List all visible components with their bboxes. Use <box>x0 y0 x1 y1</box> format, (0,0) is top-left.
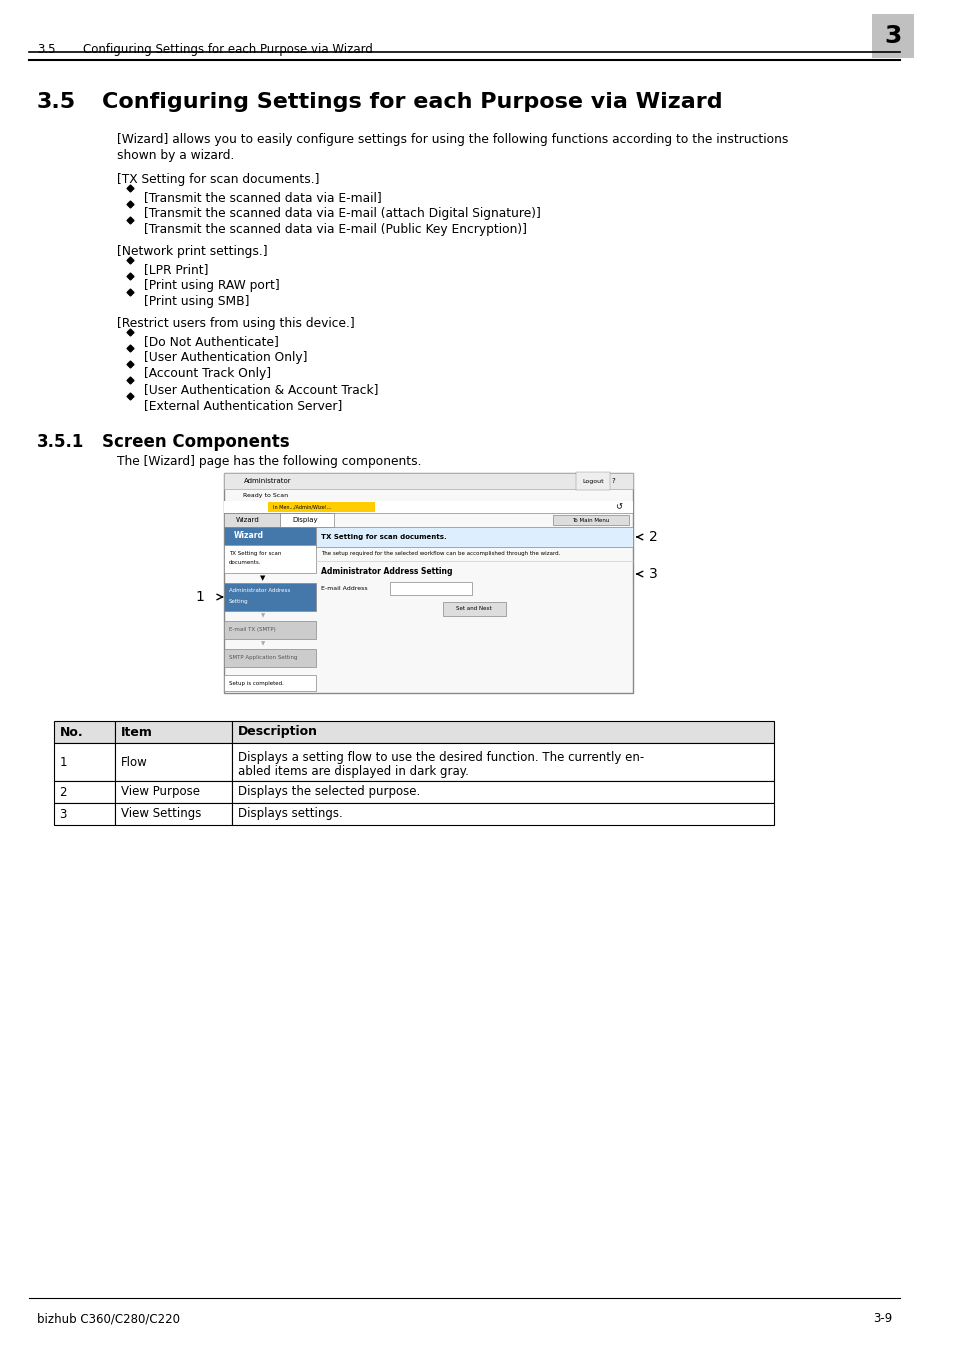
Text: Ready to Scan: Ready to Scan <box>243 493 288 498</box>
Bar <box>224 649 316 667</box>
Text: TX Setting for scan: TX Setting for scan <box>229 551 281 555</box>
Text: ?: ? <box>611 478 615 485</box>
Text: [Print using RAW port]: [Print using RAW port] <box>144 279 279 292</box>
Bar <box>224 472 632 693</box>
Text: The [Wizard] page has the following components.: The [Wizard] page has the following comp… <box>116 455 421 468</box>
Text: ▼: ▼ <box>260 641 265 647</box>
Text: 1: 1 <box>59 756 67 768</box>
Text: [Account Track Only]: [Account Track Only] <box>144 367 271 379</box>
Bar <box>114 721 232 743</box>
Bar <box>114 803 232 825</box>
Text: [Wizard] allows you to easily configure settings for using the following functio: [Wizard] allows you to easily configure … <box>116 134 787 146</box>
Text: documents.: documents. <box>229 560 261 566</box>
Text: Description: Description <box>237 725 317 738</box>
Text: 3.5: 3.5 <box>37 92 76 112</box>
Bar <box>53 782 114 803</box>
Bar <box>232 743 773 782</box>
Text: abled items are displayed in dark gray.: abled items are displayed in dark gray. <box>237 765 468 778</box>
Text: [Transmit the scanned data via E-mail (attach Digital Signature)]: [Transmit the scanned data via E-mail (a… <box>144 207 540 220</box>
Text: [TX Setting for scan documents.]: [TX Setting for scan documents.] <box>116 173 319 186</box>
Text: 3: 3 <box>883 24 901 49</box>
Text: The setup required for the selected workflow can be accomplished through the wiz: The setup required for the selected work… <box>321 552 560 556</box>
Text: 3-9: 3-9 <box>872 1312 891 1324</box>
Text: Displays the selected purpose.: Displays the selected purpose. <box>237 786 419 798</box>
Bar <box>224 583 316 612</box>
Text: ▼: ▼ <box>260 613 265 618</box>
Text: [Transmit the scanned data via E-mail (Public Key Encryption)]: [Transmit the scanned data via E-mail (P… <box>144 223 527 236</box>
Text: [Restrict users from using this device.]: [Restrict users from using this device.] <box>116 317 355 329</box>
Text: View Purpose: View Purpose <box>121 786 199 798</box>
Text: [Transmit the scanned data via E-mail]: [Transmit the scanned data via E-mail] <box>144 190 381 204</box>
Text: Configuring Settings for each Purpose via Wizard: Configuring Settings for each Purpose vi… <box>102 92 722 112</box>
Text: 2: 2 <box>648 531 657 544</box>
Text: TX Setting for scan documents.: TX Setting for scan documents. <box>321 535 447 540</box>
Text: E-mail Address: E-mail Address <box>321 586 368 591</box>
Bar <box>53 721 114 743</box>
Text: 3: 3 <box>59 807 67 821</box>
Text: Set and Next: Set and Next <box>456 606 492 612</box>
Bar <box>442 602 506 616</box>
Text: bizhub C360/C280/C220: bizhub C360/C280/C220 <box>37 1312 180 1324</box>
Bar <box>232 721 773 743</box>
Bar <box>224 545 316 572</box>
Text: Flow: Flow <box>121 756 148 768</box>
Text: Display: Display <box>292 517 317 522</box>
Text: Setting: Setting <box>229 598 248 603</box>
Text: shown by a wizard.: shown by a wizard. <box>116 148 234 162</box>
Text: Configuring Settings for each Purpose via Wizard: Configuring Settings for each Purpose vi… <box>83 43 373 55</box>
Bar <box>553 514 628 525</box>
Text: No.: No. <box>59 725 83 738</box>
Text: Wizard: Wizard <box>235 517 259 522</box>
Bar <box>224 472 632 489</box>
Bar <box>224 501 632 513</box>
Text: 1: 1 <box>195 590 204 603</box>
Bar <box>232 782 773 803</box>
Bar <box>224 675 316 691</box>
Bar <box>224 621 316 639</box>
Bar <box>114 782 232 803</box>
Bar <box>53 803 114 825</box>
Text: [LPR Print]: [LPR Print] <box>144 263 209 275</box>
Text: [Do Not Authenticate]: [Do Not Authenticate] <box>144 335 278 348</box>
Text: Displays settings.: Displays settings. <box>237 807 342 821</box>
Text: E-mail TX (SMTP): E-mail TX (SMTP) <box>229 628 275 633</box>
Text: ↺: ↺ <box>614 502 621 512</box>
Text: [Print using SMB]: [Print using SMB] <box>144 296 250 308</box>
Text: ▼: ▼ <box>260 575 265 580</box>
Text: 2: 2 <box>59 786 67 798</box>
Text: Administrator: Administrator <box>243 478 291 485</box>
Text: Screen Components: Screen Components <box>102 433 290 451</box>
Text: [External Authentication Server]: [External Authentication Server] <box>144 400 342 412</box>
Bar <box>232 803 773 825</box>
Bar <box>316 526 632 547</box>
Text: [Network print settings.]: [Network print settings.] <box>116 244 267 258</box>
Text: In Men.../Admin/Wize!...: In Men.../Admin/Wize!... <box>273 505 331 509</box>
Text: Administrator Address: Administrator Address <box>229 589 290 594</box>
Bar <box>53 743 114 782</box>
Bar <box>871 14 913 58</box>
Text: Logout: Logout <box>581 478 603 483</box>
Text: 3: 3 <box>648 567 657 580</box>
Text: Administrator Address Setting: Administrator Address Setting <box>321 567 453 576</box>
Text: Displays a setting flow to use the desired function. The currently en-: Displays a setting flow to use the desir… <box>237 751 643 764</box>
Text: To Main Menu: To Main Menu <box>572 517 609 522</box>
Bar <box>268 502 375 512</box>
Text: Item: Item <box>121 725 152 738</box>
Bar <box>114 743 232 782</box>
Text: Wizard: Wizard <box>233 532 263 540</box>
Bar <box>389 582 472 595</box>
Text: SMTP Application Setting: SMTP Application Setting <box>229 656 297 660</box>
Text: Setup is completed.: Setup is completed. <box>229 680 283 686</box>
Bar <box>280 513 334 526</box>
Bar <box>224 526 316 545</box>
Text: 3.5: 3.5 <box>37 43 55 55</box>
Text: View Settings: View Settings <box>121 807 201 821</box>
Text: [User Authentication & Account Track]: [User Authentication & Account Track] <box>144 383 378 396</box>
Text: 3.5.1: 3.5.1 <box>37 433 84 451</box>
Bar <box>224 513 280 526</box>
Text: [User Authentication Only]: [User Authentication Only] <box>144 351 307 364</box>
